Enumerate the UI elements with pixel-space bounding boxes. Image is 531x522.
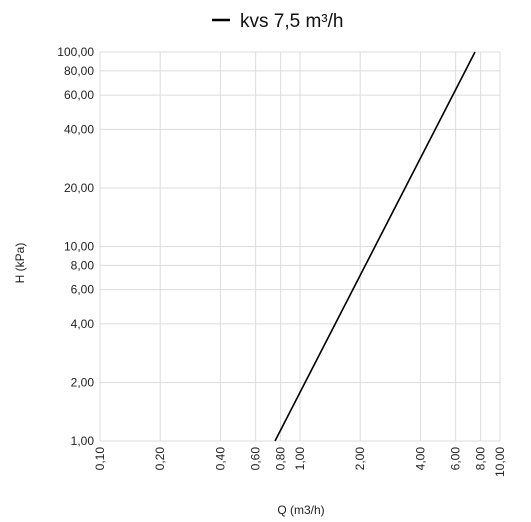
- grid: [99, 51, 501, 442]
- legend: kvs 7,5 m³/h: [212, 11, 343, 32]
- x-tick-label: 4,00: [413, 447, 427, 471]
- y-tick-labels: 1,00 2,00 4,00 6,00 8,00 10,00 20,00 40,00 60,00…: [57, 45, 94, 448]
- x-tick-label: 1,00: [293, 447, 307, 471]
- series-line: [274, 51, 476, 442]
- x-tick-label: 8,00: [474, 447, 488, 471]
- x-tick-label: 0,10: [93, 447, 107, 471]
- y-tick-label: 100,00: [57, 45, 94, 59]
- x-tick-label: 0,40: [213, 447, 227, 471]
- x-tick-label: 0,20: [153, 447, 167, 471]
- x-axis-title: Q (m3/h): [277, 503, 324, 517]
- y-tick-label: 20,00: [64, 181, 94, 195]
- x-tick-label: 0,80: [274, 447, 288, 471]
- y-tick-label: 6,00: [71, 283, 95, 297]
- y-tick-label: 40,00: [64, 122, 94, 136]
- y-tick-label: 8,00: [71, 258, 95, 272]
- y-tick-label: 60,00: [64, 88, 94, 102]
- x-tick-label: 10,00: [493, 447, 507, 477]
- y-tick-label: 4,00: [71, 317, 95, 331]
- y-tick-label: 10,00: [64, 240, 94, 254]
- x-tick-label: 6,00: [449, 447, 463, 471]
- legend-label-kvs: kvs 7,5 m³/h: [240, 11, 343, 32]
- y-tick-label: 1,00: [71, 434, 95, 448]
- x-tick-label: 0,60: [249, 447, 263, 471]
- y-tick-label: 80,00: [64, 64, 94, 78]
- series-group: [274, 51, 476, 442]
- x-tick-label: 2,00: [353, 447, 367, 471]
- x-tick-labels: 0,10 0,20 0,40 0,60 0,80 1,00 2,00 4,00 6,00 8,00…: [93, 447, 507, 477]
- y-tick-label: 2,00: [71, 375, 95, 389]
- y-axis-title: H (kPa): [13, 243, 27, 284]
